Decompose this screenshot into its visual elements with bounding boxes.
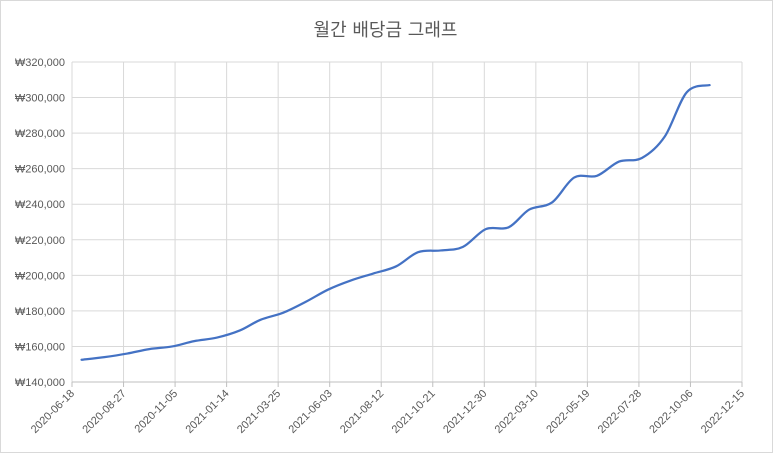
x-tick-label: 2022-05-19 <box>544 388 592 436</box>
y-axis-tick-labels: ₩140,000 ₩160,000 ₩180,000 ₩200,000 ₩220,000… <box>15 57 65 389</box>
data-point <box>80 359 82 361</box>
data-point <box>148 348 150 350</box>
data-point <box>282 311 284 313</box>
x-tick-label: 2021-08-12 <box>338 388 386 436</box>
data-point <box>618 160 620 162</box>
series-line <box>80 83 711 361</box>
data-point <box>686 91 688 93</box>
data-point <box>641 157 643 159</box>
x-tick-label: 2020-08-27 <box>80 388 128 436</box>
data-point <box>304 301 306 303</box>
data-point <box>440 249 442 251</box>
data-point <box>485 228 487 230</box>
data-point <box>507 226 509 228</box>
x-tick-label: 2020-06-18 <box>29 388 77 436</box>
x-tick-label: 2022-07-28 <box>596 388 644 436</box>
chart-title: 월간 배당금 그래프 <box>313 20 458 41</box>
data-point <box>395 265 397 267</box>
x-tick-label: 2021-10-21 <box>390 388 438 436</box>
data-point <box>708 84 710 86</box>
y-tick-label: ₩320,000 <box>15 57 65 69</box>
data-point <box>103 356 105 358</box>
x-tick-label: 2022-03-10 <box>493 388 541 436</box>
data-point <box>596 175 598 177</box>
data-point <box>216 336 218 338</box>
y-tick-label: ₩300,000 <box>15 93 65 105</box>
gridlines <box>71 61 743 387</box>
x-axis-tick-labels: 2020-06-18 2020-08-27 2020-11-05 2021-01-14… <box>29 388 747 436</box>
y-tick-label: ₩240,000 <box>15 199 65 211</box>
y-tick-label: ₩200,000 <box>15 270 65 282</box>
data-point <box>193 340 195 342</box>
y-tick-label: ₩180,000 <box>15 306 65 318</box>
y-tick-label: ₩160,000 <box>15 341 65 353</box>
x-tick-label: 2021-12-30 <box>441 388 489 436</box>
x-tick-label: 2022-12-15 <box>699 388 747 436</box>
y-tick-label: ₩280,000 <box>15 128 65 140</box>
data-point <box>259 319 261 321</box>
data-point <box>462 246 464 248</box>
y-tick-label: ₩140,000 <box>15 377 65 389</box>
data-point <box>126 352 128 354</box>
data-point <box>528 208 530 210</box>
data-point <box>573 176 575 178</box>
data-point <box>327 288 329 290</box>
data-point <box>663 135 665 137</box>
series-group <box>80 83 711 361</box>
x-tick-label: 2022-10-06 <box>647 388 695 436</box>
y-tick-label: ₩220,000 <box>15 235 65 247</box>
data-point <box>239 329 241 331</box>
y-tick-label: ₩260,000 <box>15 164 65 176</box>
x-tick-label: 2020-11-05 <box>133 388 181 436</box>
data-point <box>551 201 553 203</box>
x-tick-label: 2021-01-14 <box>183 388 231 436</box>
data-point <box>349 279 351 281</box>
data-point <box>171 345 173 347</box>
x-tick-label: 2021-06-03 <box>287 388 335 436</box>
data-point <box>417 251 419 253</box>
x-tick-label: 2021-03-25 <box>235 388 283 436</box>
data-point <box>372 272 374 274</box>
